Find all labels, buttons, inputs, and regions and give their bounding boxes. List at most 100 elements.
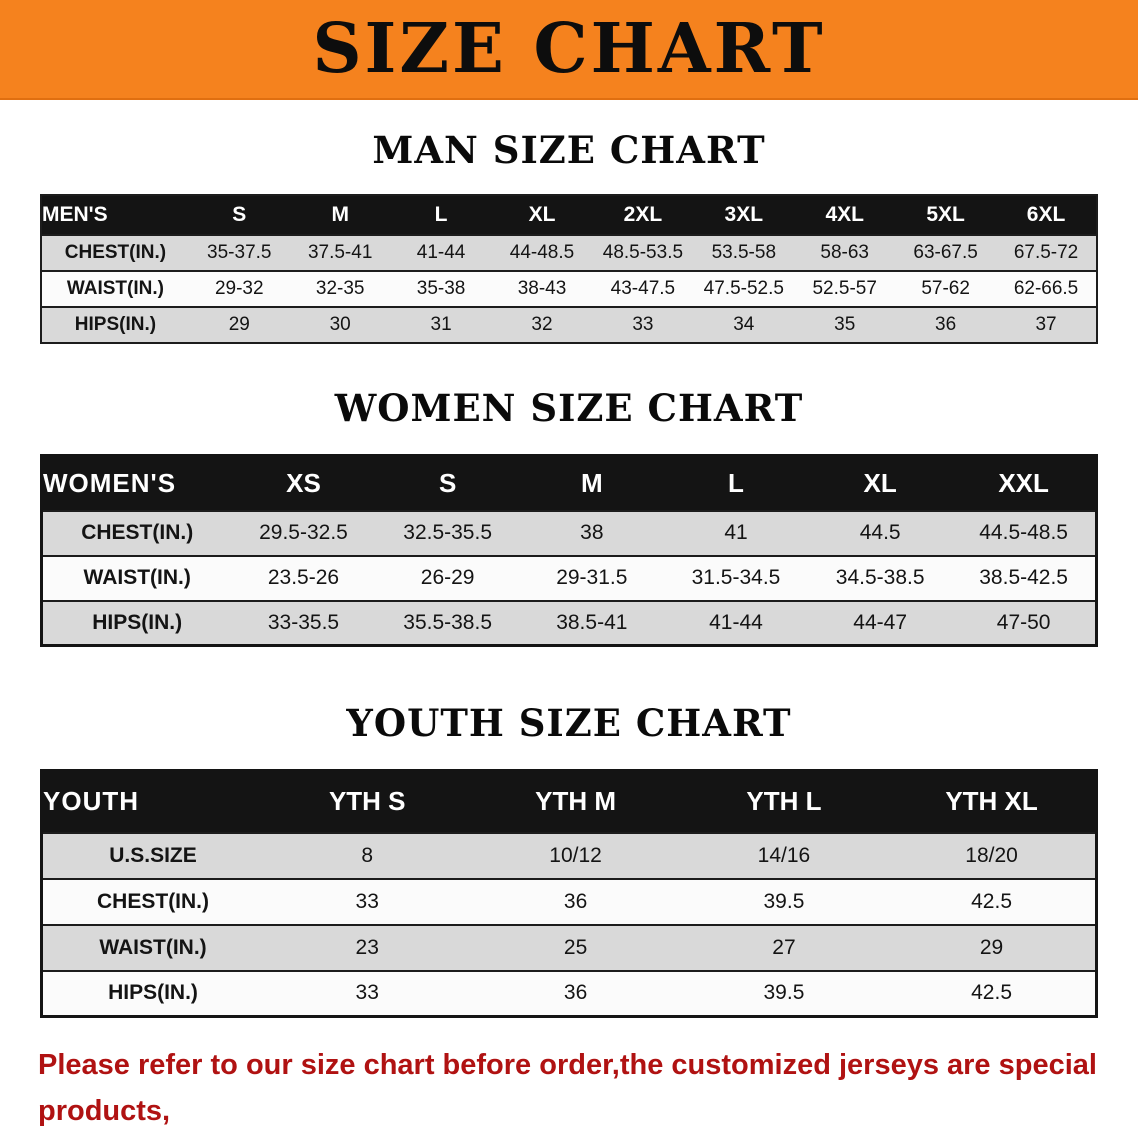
table-cell: 18/20 [965,843,1018,867]
women-header-row: WOMEN'S XS S M L XL XXL [41,455,1097,511]
table-cell: 43-47.5 [610,278,676,299]
table-cell: 36 [935,314,957,335]
column-header: 3XL [693,195,795,235]
row-label: CHEST(IN.) [64,242,167,263]
table-cell: 62-66.5 [1013,278,1079,299]
column-header: XL [491,195,593,235]
table-row: CHEST(IN.) 29.5-32.5 32.5-35.5 38 41 44.… [41,510,1097,556]
banner: SIZE CHART [0,0,1138,100]
column-header: XL [808,455,953,511]
table-cell: 29-31.5 [556,566,628,589]
women-table-label: WOMEN'S [41,455,232,511]
table-cell: 33 [355,981,379,1005]
table-cell: 52.5-57 [812,278,877,299]
table-cell: 36 [563,889,588,913]
row-label: WAIST(IN.) [99,935,207,959]
youth-table-label: YOUTH [41,770,264,833]
column-header: L [663,455,809,511]
table-row: HIPS(IN.) 33 36 39.5 42.5 [41,970,1097,1017]
table-cell: 38.5-41 [556,610,628,634]
table-cell: 33-35.5 [267,610,340,634]
youth-size-table: YOUTH YTH S YTH M YTH L YTH XL U.S.SIZE … [40,769,1098,1018]
table-cell: 35-37.5 [207,242,272,263]
table-row: WAIST(IN.) 23.5-26 26-29 29-31.5 31.5-34… [41,555,1097,601]
table-cell: 25 [563,935,588,959]
women-size-table: WOMEN'S XS S M L XL XXL CHEST(IN.) 29.5-… [40,454,1098,647]
table-cell: 47-50 [996,610,1051,634]
table-cell: 34 [733,314,755,335]
column-header: 4XL [794,195,896,235]
table-cell: 41 [724,521,748,544]
table-cell: 41-44 [416,242,466,263]
men-section-title: MAN SIZE CHART [372,128,766,172]
table-cell: 23 [355,935,379,959]
women-section-title: WOMEN SIZE CHART [334,386,804,430]
table-row: WAIST(IN.) 23 25 27 29 [41,924,1097,971]
table-cell: 57-62 [921,278,970,299]
men-header-row: MEN'S S M L XL 2XL 3XL 4XL 5XL 6XL [41,195,1097,235]
table-cell: 31 [430,314,452,335]
row-label: WAIST(IN.) [66,278,164,299]
table-cell: 58-63 [820,242,870,263]
table-cell: 38 [580,521,604,544]
youth-header-row: YOUTH YTH S YTH M YTH L YTH XL [41,770,1097,833]
table-cell: 29 [979,935,1004,959]
table-cell: 29 [228,314,250,335]
table-cell: 32-35 [315,278,365,299]
row-label: CHEST(IN.) [97,889,210,913]
column-header: 6XL [996,195,1097,235]
column-header: L [390,195,492,235]
table-cell: 29.5-32.5 [259,521,348,544]
table-cell: 35-38 [416,278,466,299]
table-cell: 32 [531,314,553,335]
table-cell: 63-67.5 [913,242,978,263]
table-cell: 39.5 [763,889,805,913]
men-table-label: MEN'S [41,195,189,235]
table-cell: 35 [834,314,856,335]
table-cell: 44-47 [853,610,908,634]
table-cell: 44.5-48.5 [979,521,1068,544]
row-label: HIPS(IN.) [108,981,198,1005]
table-cell: 29-32 [214,278,264,299]
row-label: WAIST(IN.) [83,566,191,589]
table-cell: 37.5-41 [307,242,373,263]
row-label: U.S.SIZE [109,843,197,867]
table-cell: 30 [329,314,351,335]
row-label: HIPS(IN.) [92,610,183,634]
table-cell: 23.5-26 [267,566,340,589]
table-cell: 36 [563,981,588,1005]
table-cell: 39.5 [763,981,805,1005]
column-header: 2XL [592,195,694,235]
table-cell: 42.5 [971,981,1012,1005]
footer-notice: Please refer to our size chart before or… [0,1042,1138,1132]
column-header: YTH M [471,770,680,833]
column-header: YTH XL [888,770,1097,833]
table-cell: 44.5 [859,521,901,544]
notice-line-1: Please refer to our size chart before or… [38,1049,1097,1127]
table-cell: 26-29 [420,566,475,589]
men-size-table: MEN'S S M L XL 2XL 3XL 4XL 5XL 6XL CHEST… [40,194,1098,344]
column-header: S [375,455,520,511]
table-cell: 53.5-58 [711,242,777,263]
table-row: HIPS(IN.) 29 30 31 32 33 34 35 36 37 [41,307,1097,343]
column-header: M [289,195,391,235]
table-cell: 67.5-72 [1013,242,1079,263]
table-cell: 48.5-53.5 [602,242,684,263]
column-header: XS [231,455,376,511]
row-label: HIPS(IN.) [74,314,157,335]
table-cell: 14/16 [757,843,811,867]
table-row: HIPS(IN.) 33-35.5 35.5-38.5 38.5-41 41-4… [41,600,1097,646]
table-cell: 35.5-38.5 [403,610,493,634]
column-header: YTH S [263,770,472,833]
table-cell: 38-43 [517,278,567,299]
table-row: U.S.SIZE 8 10/12 14/16 18/20 [41,832,1097,879]
table-cell: 38.5-42.5 [979,566,1068,589]
men-size-section: MAN SIZE CHART MEN'S S M L XL 2XL 3XL 4X… [0,128,1138,344]
table-cell: 44-48.5 [509,242,575,263]
table-cell: 47.5-52.5 [703,278,784,299]
column-header: S [188,195,290,235]
table-cell: 34.5-38.5 [835,566,925,589]
column-header: XXL [952,455,1097,511]
table-row: WAIST(IN.) 29-32 32-35 35-38 38-43 43-47… [41,271,1097,307]
table-row: CHEST(IN.) 35-37.5 37.5-41 41-44 44-48.5… [41,235,1097,271]
